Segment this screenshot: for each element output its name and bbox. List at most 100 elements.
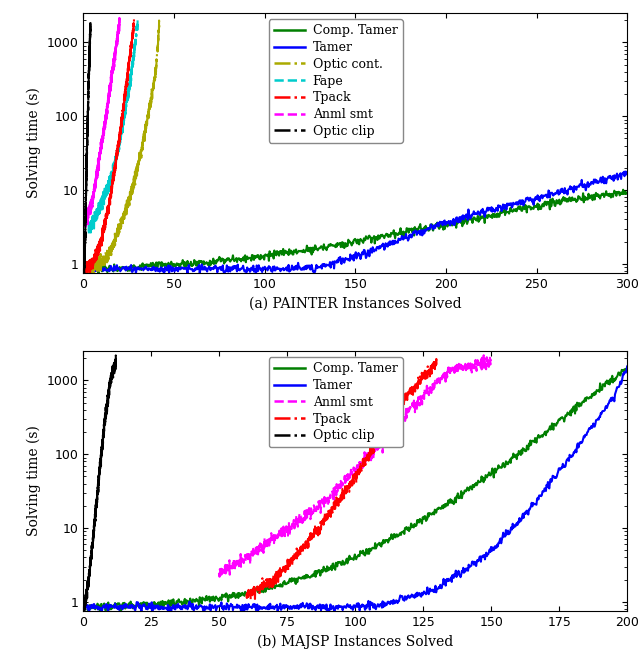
Comp. Tamer [549,422,557,430]
Tamer [493,541,501,549]
Comp. Tamer [116,601,124,609]
Comp. Tamer [548,195,556,203]
Tamer [493,205,500,213]
Comp. Tamer [623,189,631,197]
Anml smt [232,557,240,565]
Comp. Tamer [623,363,631,371]
Optic clip [83,586,90,593]
Anml smt [83,209,91,217]
Tamer [115,606,123,614]
Comp. Tamer [115,266,123,274]
Fape [85,230,93,238]
Tamer [115,264,122,272]
Fape [134,16,141,24]
Comp. Tamer [428,511,435,519]
Anml smt [116,30,124,38]
Tpack [84,261,92,268]
Line: Anml smt: Anml smt [85,18,120,227]
Anml smt [102,115,110,123]
Tpack [124,77,131,85]
Optic clip [100,419,108,426]
Tpack [81,265,89,273]
Anml smt [215,569,223,577]
Tpack [130,16,138,23]
Anml smt [82,223,90,231]
Fape [84,220,93,228]
Tpack [358,458,366,466]
Line: Comp. Tamer: Comp. Tamer [86,367,627,614]
Comp. Tamer [493,465,501,473]
Tamer [623,170,631,177]
Line: Tpack: Tpack [246,359,437,599]
Tpack [118,114,126,122]
Optic clip [84,106,92,114]
Tpack [109,172,117,179]
Tamer [621,168,629,176]
Optic clip [100,425,108,433]
Anml smt [422,389,429,397]
Line: Tpack: Tpack [85,20,134,275]
Line: Tamer: Tamer [86,367,627,614]
Anml smt [108,79,115,86]
Anml smt [488,357,495,365]
Optic clip [112,352,120,359]
Line: Optic clip: Optic clip [84,22,90,276]
Anml smt [381,435,388,443]
Comp. Tamer [96,610,104,617]
Optic cont. [81,266,89,274]
Fape [122,103,130,111]
Anml smt [480,351,488,359]
Tpack [113,155,120,163]
Optic cont. [129,182,136,190]
Comp. Tamer [82,601,90,609]
Comp. Tamer [412,522,419,530]
X-axis label: (b) MAJSP Instances Solved: (b) MAJSP Instances Solved [257,634,453,649]
Optic clip [85,64,93,72]
Tpack [243,590,250,598]
Tpack [255,585,262,593]
Y-axis label: Solving time (s): Solving time (s) [26,88,41,198]
Y-axis label: Solving time (s): Solving time (s) [26,426,41,536]
Anml smt [216,573,223,580]
Anml smt [103,105,111,112]
X-axis label: (a) PAINTER Instances Solved: (a) PAINTER Instances Solved [249,296,461,311]
Optic cont. [126,194,134,202]
Optic clip [81,606,88,614]
Tpack [83,271,91,279]
Tpack [111,161,118,169]
Fape [88,216,95,224]
Comp. Tamer [493,213,500,221]
Optic clip [84,99,92,107]
Optic cont. [145,100,153,108]
Tamer [412,592,419,600]
Tamer [397,236,404,244]
Optic cont. [124,200,132,208]
Optic clip [80,266,88,274]
Anml smt [111,54,118,62]
Tamer [82,603,90,611]
Line: Anml smt: Anml smt [219,355,492,577]
Fape [127,80,134,88]
Tpack [433,355,440,363]
Anml smt [450,367,458,375]
Optic clip [84,111,92,119]
Comp. Tamer [620,186,627,194]
Optic clip [112,358,120,365]
Tamer [548,190,556,198]
Anml smt [389,425,397,433]
Anml smt [101,119,109,127]
Comp. Tamer [397,224,404,232]
Tamer [397,593,404,601]
Comp. Tamer [411,223,419,231]
Optic clip [81,252,88,260]
Legend: Comp. Tamer, Tamer, Optic cont., Fape, Tpack, Anml smt, Optic clip: Comp. Tamer, Tamer, Optic cont., Fape, T… [269,20,403,143]
Tpack [353,468,361,476]
Optic clip [99,440,107,448]
Tpack [364,451,372,459]
Optic cont. [86,261,93,269]
Optic clip [81,599,88,607]
Tamer [549,472,557,480]
Optic cont. [138,143,145,151]
Tamer [428,587,435,595]
Fape [116,136,124,144]
